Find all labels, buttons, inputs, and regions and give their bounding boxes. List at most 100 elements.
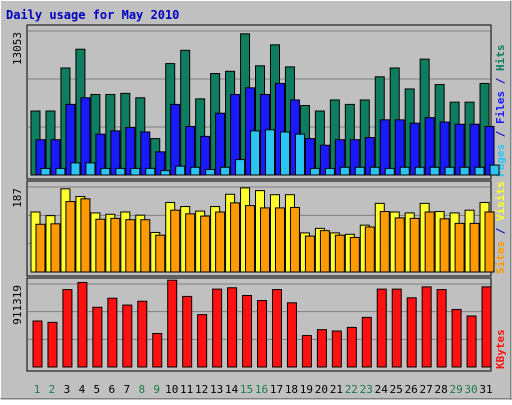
bar-pages-day-13 xyxy=(220,166,231,176)
bar-sites-day-21 xyxy=(334,234,345,273)
bar-sites-day-20 xyxy=(319,230,330,273)
legend-entry: Hits xyxy=(494,45,507,72)
bar-pages-day-16 xyxy=(265,129,276,176)
bar-sites-day-12 xyxy=(200,215,211,273)
bar-sites-day-28 xyxy=(439,218,450,273)
legend-entry: / xyxy=(494,71,507,91)
bar-sites-day-3 xyxy=(65,201,76,273)
x-tick-label: 9 xyxy=(153,383,160,396)
bar-kbytes-day-10 xyxy=(167,279,178,368)
panel-max-label: 13053 xyxy=(11,32,24,65)
bar-kbytes-day-12 xyxy=(197,314,208,368)
x-tick-label: 26 xyxy=(405,383,418,396)
bar-sites-day-31 xyxy=(484,211,495,273)
x-tick-label: 18 xyxy=(285,383,298,396)
bar-kbytes-day-15 xyxy=(242,295,253,368)
bar-kbytes-day-8 xyxy=(137,300,148,368)
x-tick-label: 2 xyxy=(49,383,56,396)
x-tick-label: 4 xyxy=(79,383,86,396)
bar-kbytes-day-26 xyxy=(406,297,417,368)
panel-max-label: 187 xyxy=(11,188,24,208)
bar-pages-day-5 xyxy=(100,167,111,176)
panel-2: 187 Sites / Visits xyxy=(11,180,507,277)
x-tick-label: 13 xyxy=(210,383,223,396)
x-tick-label: 22 xyxy=(345,383,358,396)
bar-sites-day-30 xyxy=(469,222,480,273)
x-tick-label: 30 xyxy=(464,383,477,396)
bar-sites-day-10 xyxy=(170,209,181,273)
bar-files-day-25 xyxy=(394,119,405,176)
x-tick-label: 6 xyxy=(109,383,116,396)
bar-kbytes-day-22 xyxy=(346,326,357,368)
bar-kbytes-day-7 xyxy=(122,304,133,368)
bar-pages-day-6 xyxy=(115,167,126,176)
bar-sites-day-8 xyxy=(140,219,151,273)
bar-pages-day-29 xyxy=(459,166,470,176)
bar-pages-day-4 xyxy=(85,162,96,176)
bar-files-day-24 xyxy=(379,119,390,176)
bar-kbytes-day-3 xyxy=(62,289,73,368)
x-tick-label: 28 xyxy=(435,383,448,396)
x-tick-label: 16 xyxy=(255,383,268,396)
bar-kbytes-day-16 xyxy=(257,300,268,368)
panel-legend: Pages / Files / Hits xyxy=(494,45,507,178)
bar-kbytes-day-23 xyxy=(361,316,372,368)
x-tick-label: 3 xyxy=(64,383,71,396)
bar-pages-day-23 xyxy=(369,166,380,176)
bar-pages-day-22 xyxy=(354,166,365,176)
panel-3: 911319 KBytes xyxy=(11,277,507,372)
bar-kbytes-day-9 xyxy=(152,332,163,368)
bar-kbytes-day-11 xyxy=(182,295,193,368)
bar-sites-day-17 xyxy=(274,207,285,273)
x-tick-label: 1 xyxy=(34,383,41,396)
bar-sites-day-11 xyxy=(185,213,196,273)
bar-kbytes-day-19 xyxy=(301,335,312,368)
bar-sites-day-1 xyxy=(35,223,46,273)
bar-sites-day-22 xyxy=(349,236,360,273)
bar-kbytes-day-20 xyxy=(316,329,327,368)
bar-pages-day-25 xyxy=(399,166,410,176)
bar-kbytes-day-14 xyxy=(227,287,238,368)
legend-entry: Sites xyxy=(494,241,507,274)
legend-entry: / xyxy=(494,221,507,241)
bar-kbytes-day-24 xyxy=(376,288,387,368)
x-tick-label: 24 xyxy=(375,383,389,396)
bar-sites-day-16 xyxy=(260,207,271,273)
x-tick-label: 7 xyxy=(123,383,130,396)
bar-pages-day-8 xyxy=(145,167,156,176)
x-tick-label: 27 xyxy=(420,383,433,396)
x-tick-label: 31 xyxy=(479,383,492,396)
bar-pages-day-31 xyxy=(489,164,500,176)
bar-pages-day-20 xyxy=(324,167,335,176)
legend-entry: / xyxy=(494,124,507,144)
bar-pages-day-3 xyxy=(70,162,81,176)
bar-kbytes-day-29 xyxy=(451,308,462,368)
bar-pages-day-17 xyxy=(279,131,290,176)
chart-title: Daily usage for May 2010 xyxy=(6,8,179,22)
x-axis-labels: 1 2 3 4 5 6 7 8 9 10 11 12 13 14 15 16 17 18 19 20 21 22 23 24 2… xyxy=(34,383,493,396)
panel-legend: Sites / Visits xyxy=(494,181,507,274)
bar-files-day-10 xyxy=(170,103,181,176)
bar-pages-day-7 xyxy=(130,167,141,176)
bar-kbytes-day-28 xyxy=(436,289,447,368)
x-tick-label: 12 xyxy=(195,383,208,396)
bar-sites-day-4 xyxy=(80,198,91,273)
bar-pages-day-2 xyxy=(55,167,66,176)
legend-entry: Files xyxy=(494,91,507,124)
bar-sites-day-7 xyxy=(125,219,136,273)
bar-pages-day-1 xyxy=(40,167,51,176)
bar-sites-day-18 xyxy=(289,206,300,273)
panel-legend: KBytes xyxy=(494,329,507,369)
bar-kbytes-day-30 xyxy=(466,315,477,368)
bar-kbytes-day-31 xyxy=(481,286,492,368)
bar-pages-day-14 xyxy=(235,159,246,176)
bar-sites-day-5 xyxy=(95,218,106,273)
bar-kbytes-day-5 xyxy=(92,306,103,368)
bar-sites-day-29 xyxy=(454,222,465,273)
bar-pages-day-9 xyxy=(160,170,171,176)
x-tick-label: 23 xyxy=(360,383,373,396)
panel-1: 13053 Pages / Files / Hits xyxy=(11,24,507,180)
x-tick-label: 19 xyxy=(300,383,313,396)
